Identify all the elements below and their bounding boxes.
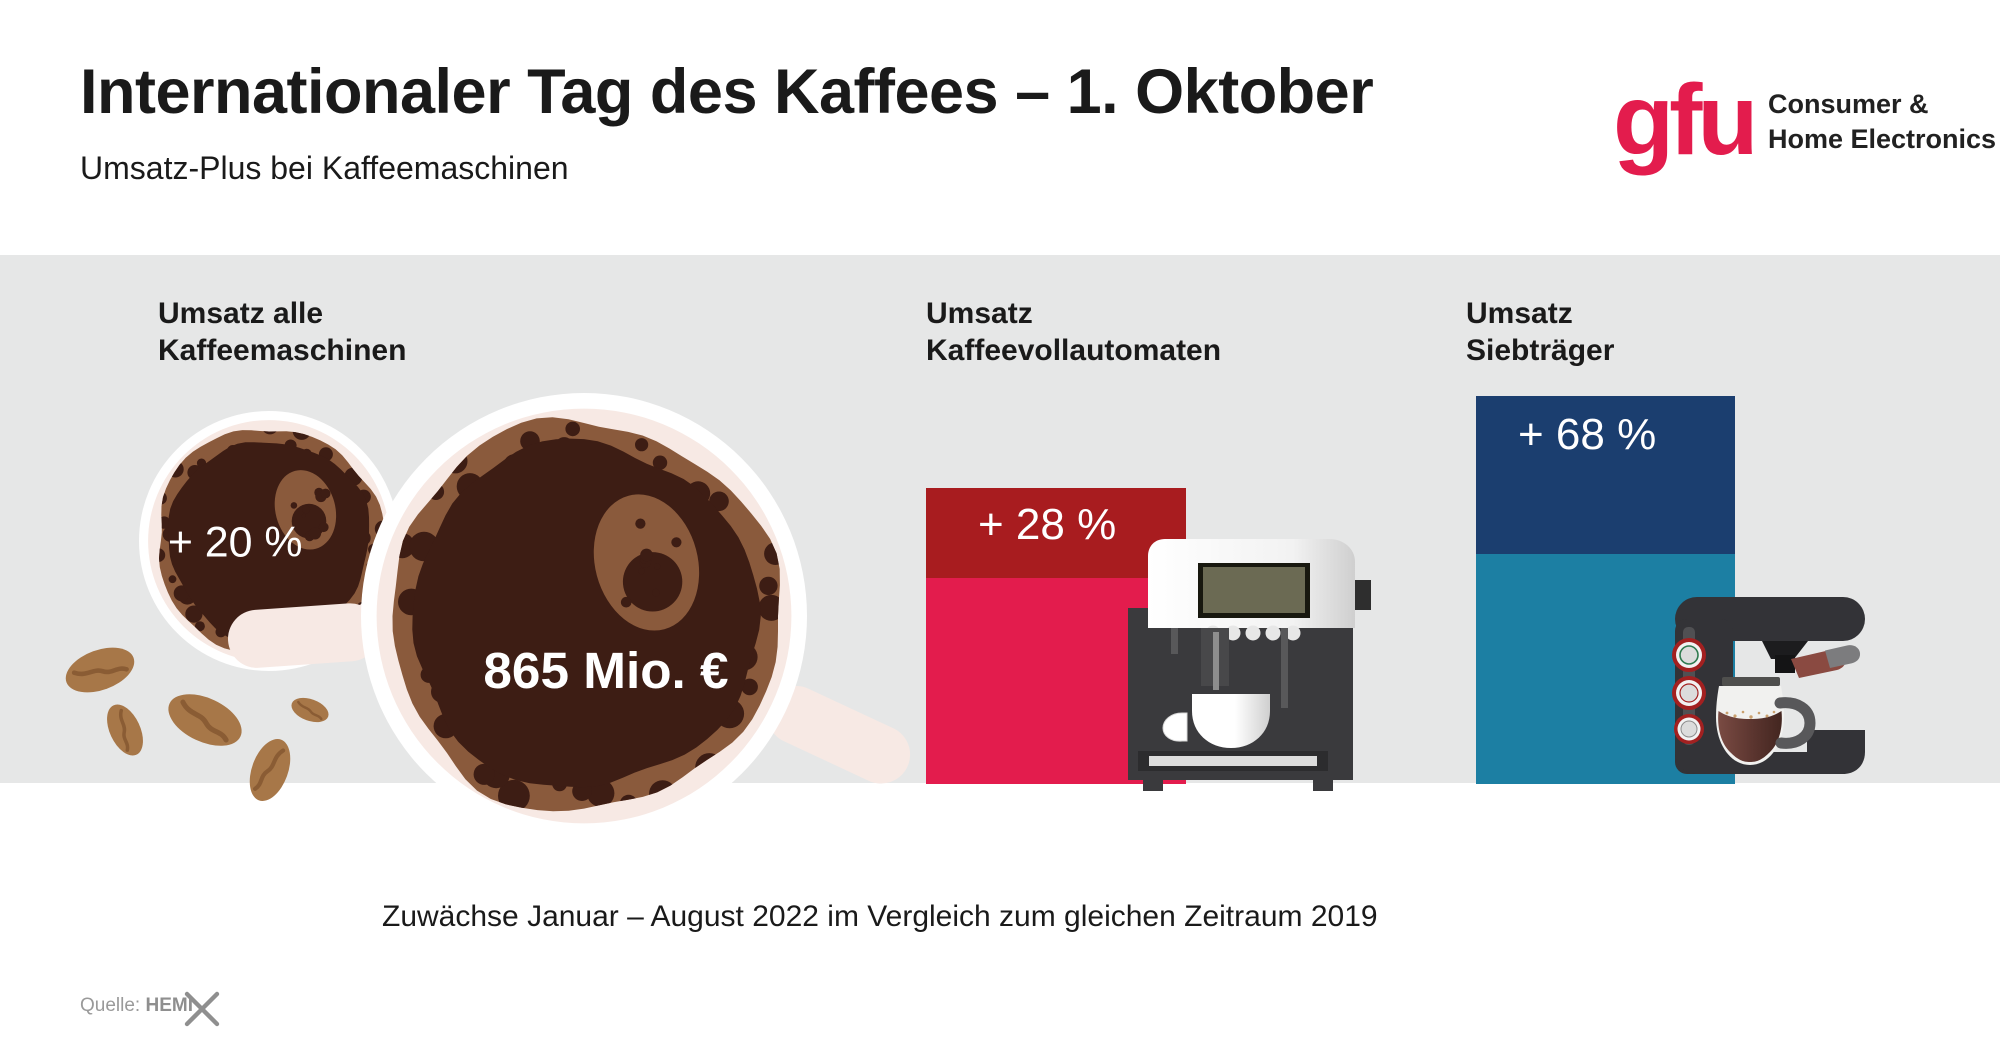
svg-text:+ 20 %: + 20 % [168,519,303,567]
svg-text:865 Mio. €: 865 Mio. € [483,642,728,699]
